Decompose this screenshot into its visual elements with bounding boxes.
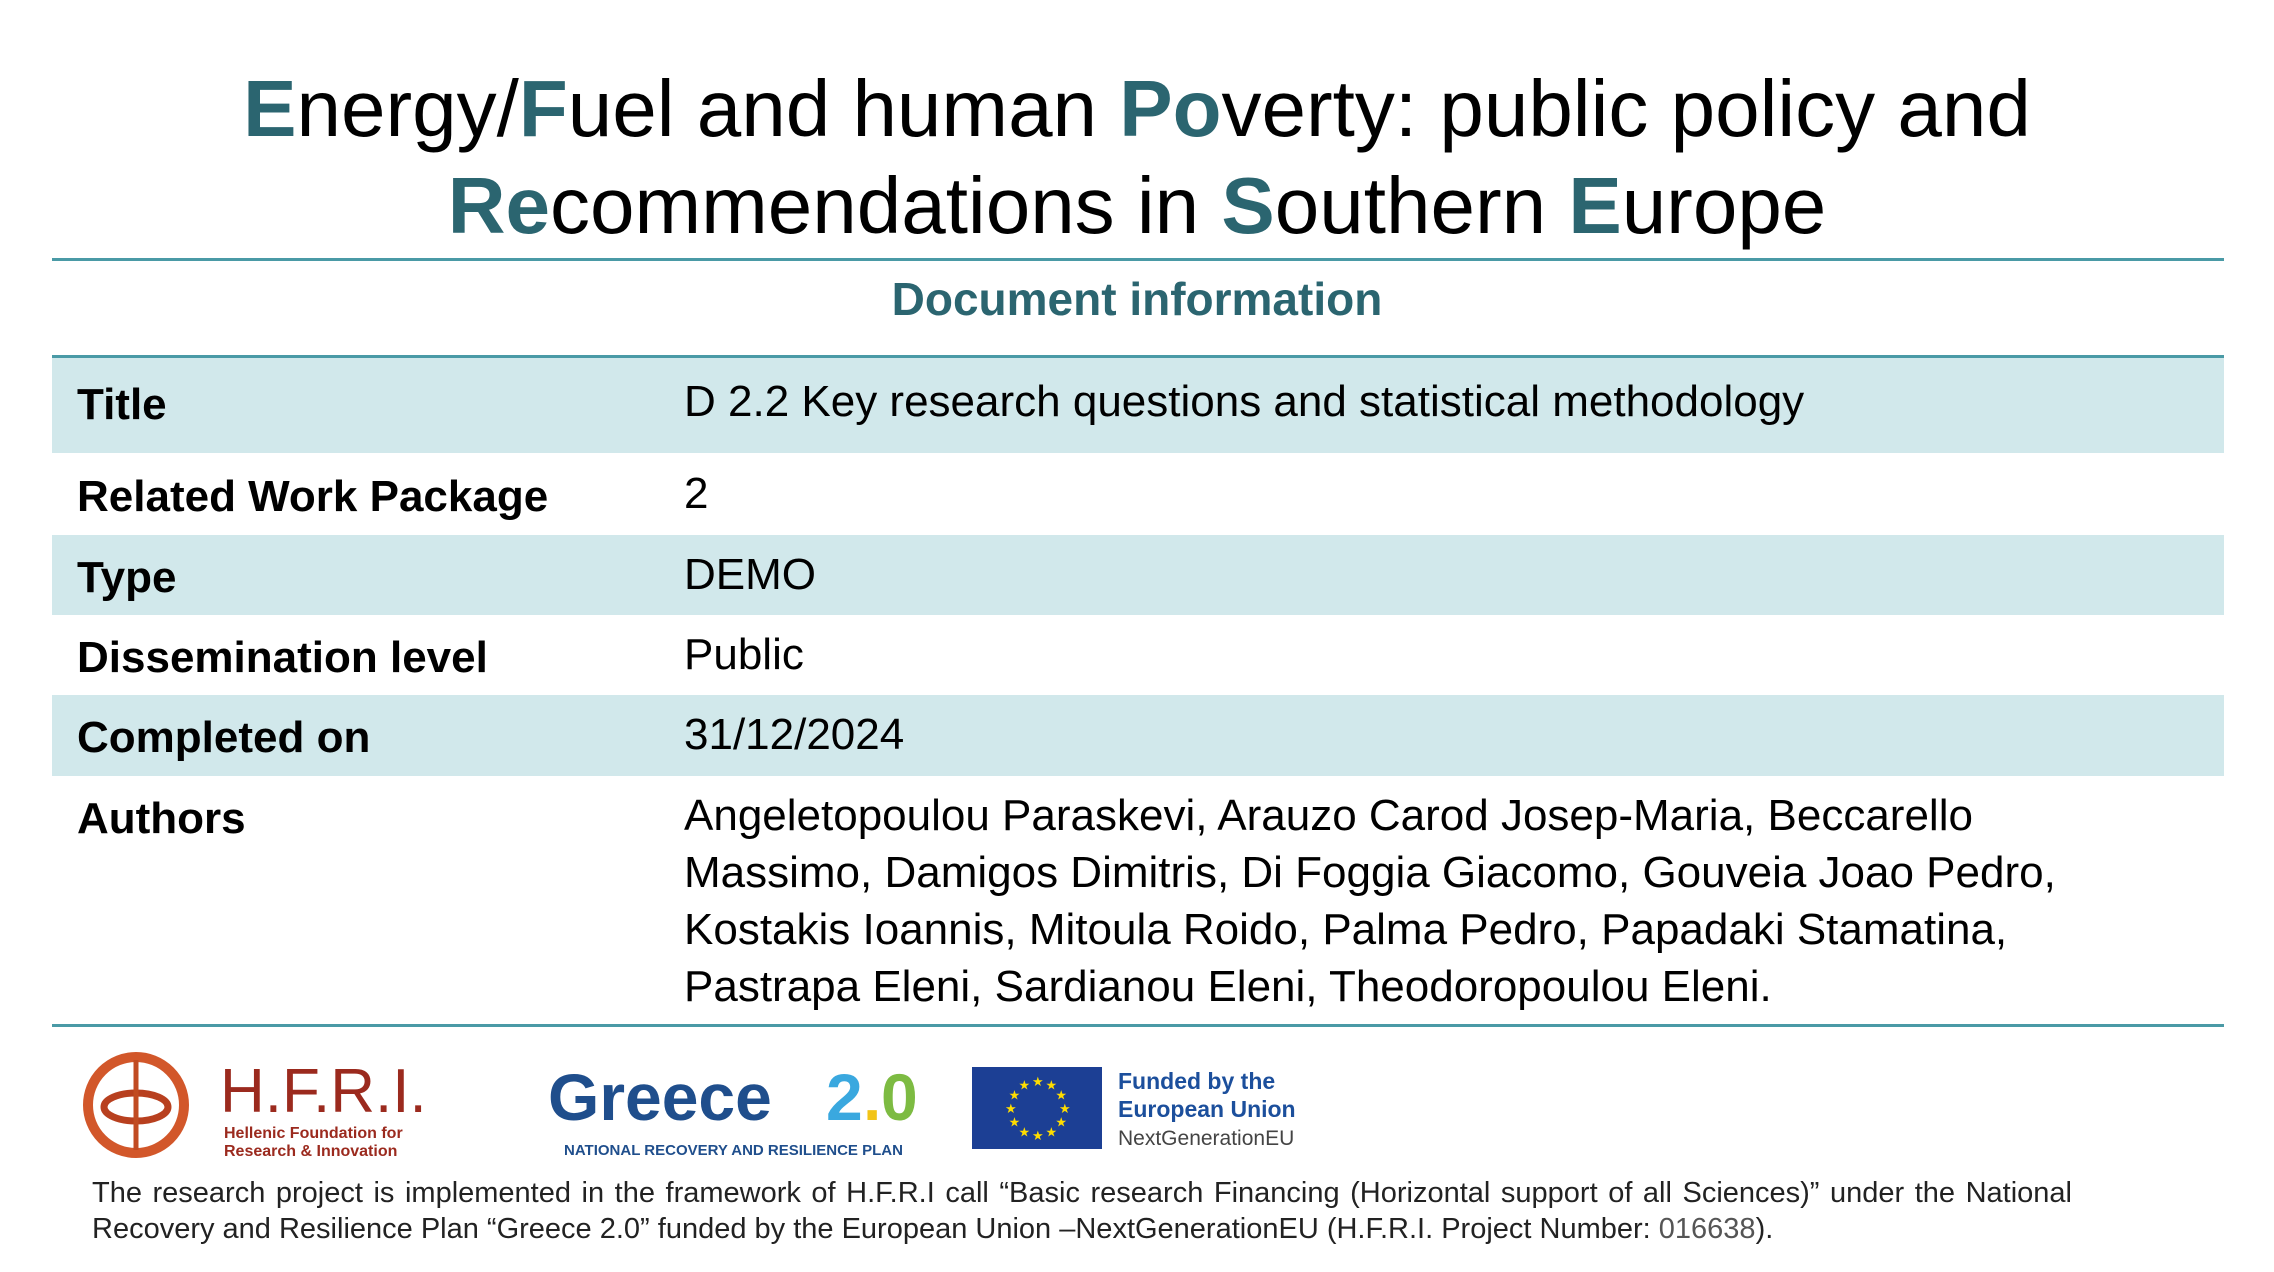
row-value: 31/12/2024 xyxy=(684,710,905,759)
svg-text:NATIONAL RECOVERY AND RESILIEN: NATIONAL RECOVERY AND RESILIENCE PLAN xyxy=(564,1142,903,1159)
svg-text:Greece: Greece xyxy=(548,1060,772,1134)
title-segment: E xyxy=(1568,161,1622,250)
eu-star-icon: ★ xyxy=(1059,1101,1071,1116)
svg-text:.: . xyxy=(863,1060,881,1134)
title-segment: verty: public policy and xyxy=(1221,64,2031,153)
svg-text:2: 2 xyxy=(826,1060,863,1134)
row-label: Related Work Package xyxy=(77,472,549,521)
info-row-completed: Completed on 31/12/2024 xyxy=(52,695,2224,776)
document-main-title: Energy/Fuel and human Poverty: public po… xyxy=(0,60,2274,254)
row-label: Title xyxy=(77,380,167,429)
eu-star-icon: ★ xyxy=(1032,1128,1044,1143)
info-row-work-package: Related Work Package 2 xyxy=(52,453,2224,535)
row-label: Completed on xyxy=(77,713,371,762)
eu-flag-icon xyxy=(972,1067,1102,1149)
info-row-title: Title D 2.2 Key research questions and s… xyxy=(52,358,2224,453)
title-segment: F xyxy=(518,64,568,153)
title-line-1: Energy/Fuel and human Poverty: public po… xyxy=(0,60,2274,157)
eu-star-icon: ★ xyxy=(1055,1088,1067,1103)
eu-funded-logo: ★★★★★★★★★ ★ ★★ Funded by the European Unio… xyxy=(972,1067,1296,1150)
title-segment: Po xyxy=(1119,64,1222,153)
section-title: Document information xyxy=(891,273,1383,325)
funding-text: The research project is implemented in t… xyxy=(92,1177,2072,1245)
row-value: D 2.2 Key research questions and statist… xyxy=(684,377,1805,426)
divider xyxy=(52,1024,2224,1027)
svg-text:European Union: European Union xyxy=(1118,1096,1296,1122)
eu-star-icon: ★ xyxy=(1019,1124,1031,1139)
title-segment: urope xyxy=(1621,161,1827,250)
eu-star-icon: ★ xyxy=(1046,1078,1058,1093)
row-value: Public xyxy=(684,630,804,679)
divider xyxy=(52,355,2224,358)
title-segment: outhern xyxy=(1274,161,1569,250)
greece-2-0-logo: Greece 2 . 0 NATIONAL RECOVERY AND RESIL… xyxy=(548,1060,918,1159)
info-row-authors: Authors Angeletopoulou Paraskevi, Arauzo… xyxy=(52,776,2224,1024)
eu-star-icon: ★ xyxy=(1009,1115,1021,1130)
row-label: Dissemination level xyxy=(77,633,488,682)
row-value: DEMO xyxy=(684,550,816,599)
eu-star-icon: ★ xyxy=(1019,1078,1031,1093)
logos-strip: H.F.R.I. Hellenic Foundation for Researc… xyxy=(0,1045,2274,1165)
info-row-dissemination: Dissemination level Public xyxy=(52,615,2224,695)
title-segment: E xyxy=(243,64,297,153)
row-label: Type xyxy=(77,553,177,602)
hfri-name: H.F.R.I. xyxy=(220,1057,427,1126)
title-segment: uel and human xyxy=(567,64,1120,153)
project-number: 016638 xyxy=(1658,1213,1756,1245)
info-row-type: Type DEMO xyxy=(52,535,2224,615)
eu-star-icon: ★ xyxy=(1032,1074,1044,1089)
svg-text:0: 0 xyxy=(881,1060,918,1134)
eu-star-icon: ★ xyxy=(1046,1124,1058,1139)
title-segment: Re xyxy=(447,161,550,250)
eu-star-icon: ★ xyxy=(1055,1115,1067,1130)
hfri-ring-icon xyxy=(83,1052,189,1158)
eu-star-icon: ★ xyxy=(1005,1101,1017,1116)
svg-text:Funded by the: Funded by the xyxy=(1118,1068,1275,1094)
title-segment: S xyxy=(1221,161,1275,250)
hfri-sub: Research & Innovation xyxy=(224,1143,397,1160)
row-value: 2 xyxy=(684,469,709,518)
hfri-sub: Hellenic Foundation for xyxy=(224,1125,403,1142)
funding-statement: The research project is implemented in t… xyxy=(92,1177,2072,1245)
svg-text:NextGenerationEU: NextGenerationEU xyxy=(1118,1127,1294,1150)
title-segment: commendations in xyxy=(549,161,1222,250)
eu-star-icon: ★ xyxy=(1009,1088,1021,1103)
hfri-logo: H.F.R.I. Hellenic Foundation for Researc… xyxy=(83,1052,427,1160)
row-label: Authors xyxy=(77,794,246,843)
row-value: Angeletopoulou Paraskevi, Arauzo Carod J… xyxy=(684,791,2056,1011)
divider xyxy=(52,258,2224,261)
title-line-2: Recommendations in Southern Europe xyxy=(0,157,2274,254)
title-segment: nergy/ xyxy=(296,64,519,153)
